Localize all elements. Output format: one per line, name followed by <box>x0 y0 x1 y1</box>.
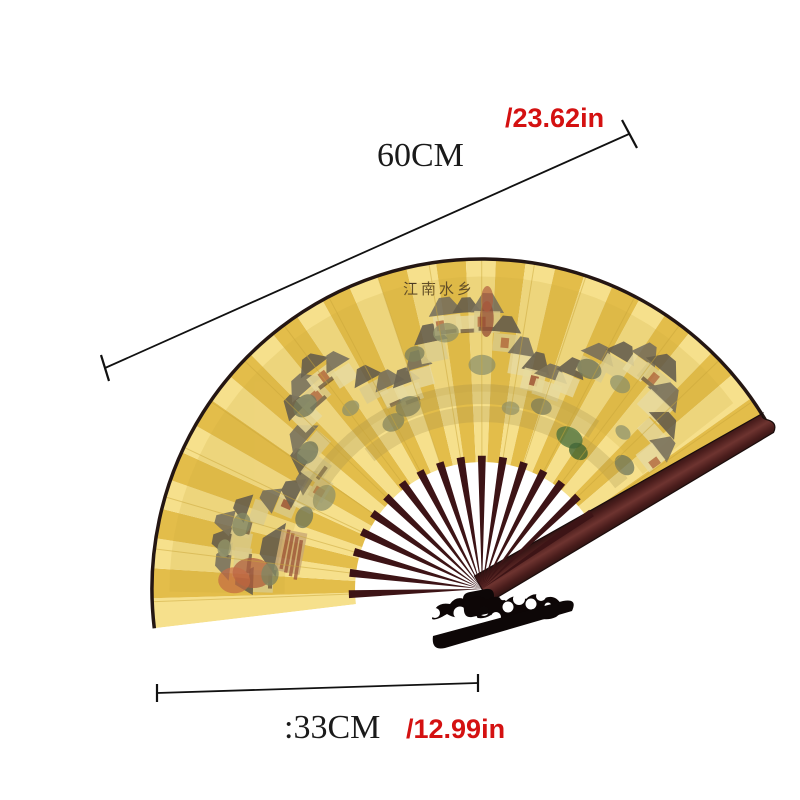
svg-text:/23.62in: /23.62in <box>505 103 604 133</box>
svg-text::33CM: :33CM <box>284 709 380 746</box>
svg-text:/12.99in: /12.99in <box>406 714 505 744</box>
svg-text:60CM: 60CM <box>377 137 464 174</box>
